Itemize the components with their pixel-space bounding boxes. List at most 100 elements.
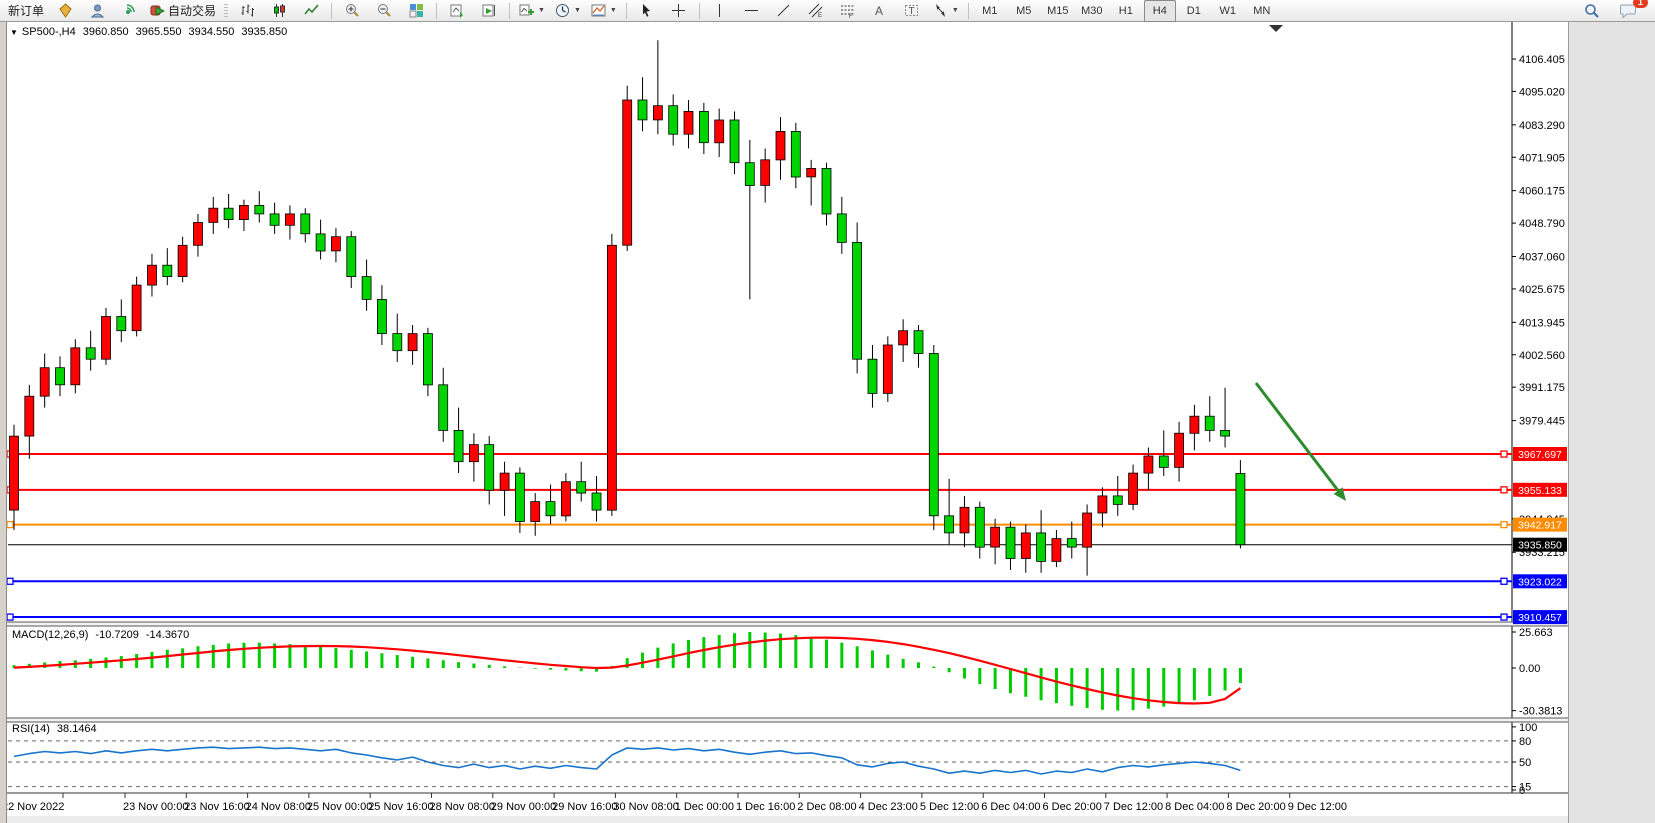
svg-text:T: T [909,6,915,17]
cursor-button[interactable] [632,0,662,22]
horizontal-line-button[interactable] [737,0,767,22]
arrows-button[interactable]: ▼ [929,0,963,22]
periods-button[interactable]: ▼ [551,0,585,22]
timeframe-M15[interactable]: M15 [1047,4,1069,17]
svg-text:4002.560: 4002.560 [1519,350,1565,362]
chart-canvas[interactable]: 4106.405 4095.020 4083.290 4071.905 4060.175… [0,22,1568,823]
gold-diamond-icon[interactable] [50,0,80,22]
chart-shift-button[interactable] [474,0,504,22]
toolbar-separator [698,2,700,19]
price-axis[interactable]: 4106.405 4095.020 4083.290 4071.905 4060.175… [1511,22,1565,793]
crosshair-button[interactable] [664,0,694,22]
toolbar: 新订单 自动交易 [0,0,1655,22]
new-order-button[interactable]: 新订单 [4,0,48,22]
panel-divider[interactable] [0,718,1568,722]
toolbar-grip [224,3,229,18]
svg-text:4095.020: 4095.020 [1519,86,1565,98]
fibonacci-button[interactable]: F [833,0,863,22]
svg-text:23 Nov 16:00: 23 Nov 16:00 [184,801,249,813]
svg-text:1 Dec 16:00: 1 Dec 16:00 [736,801,795,813]
svg-text:4106.405: 4106.405 [1519,54,1565,66]
svg-text:6 Dec 04:00: 6 Dec 04:00 [981,801,1040,813]
panel-divider[interactable] [0,622,1568,626]
svg-text:4037.060: 4037.060 [1519,251,1565,263]
svg-text:29 Nov 00:00: 29 Nov 00:00 [491,801,556,813]
rsi-label: RSI(14) 38.1464 [12,723,104,735]
auto-scroll-button[interactable] [442,0,472,22]
bar-chart-button[interactable] [232,0,262,22]
macd-name: MACD(12,26,9) [12,629,89,641]
timeframe-M5[interactable]: M5 [1016,4,1032,17]
svg-text:3910.457: 3910.457 [1518,612,1562,624]
svg-text:3967.697: 3967.697 [1518,449,1562,461]
quote-high: 3965.550 [135,26,182,38]
svg-text:4083.290: 4083.290 [1519,120,1565,132]
svg-text:24 Nov 08:00: 24 Nov 08:00 [246,801,311,813]
chart-svg[interactable]: 4106.405 4095.020 4083.290 4071.905 4060.175… [0,22,1568,823]
templates-button[interactable]: ▼ [587,0,621,22]
line-chart-button[interactable] [296,0,326,22]
autotrading-button[interactable]: 自动交易 [146,0,220,22]
chevron-down-icon: ▼ [573,7,581,14]
annotation-arrow[interactable] [1254,382,1346,501]
svg-text:4060.175: 4060.175 [1519,186,1565,198]
timeframe-M30[interactable]: M30 [1081,4,1103,17]
svg-text:-30.3813: -30.3813 [1519,706,1562,718]
symbol-dropdown-icon[interactable]: ▼ [10,28,18,37]
new-chart-button[interactable]: ▼ [515,0,549,22]
price-axis-badges: 3967.697 3955.133 3942.917 3935.850 3923.022… [1513,447,1567,625]
svg-text:3923.022: 3923.022 [1518,576,1562,588]
svg-text:3979.445: 3979.445 [1519,416,1565,428]
quote-line[interactable]: ▼ SP500-,H4 3960.850 3965.550 3934.550 3935.8… [10,26,294,38]
svg-text:80: 80 [1519,736,1531,748]
timeframe-MN[interactable]: MN [1253,4,1271,17]
candlestick-series [9,40,1246,576]
svg-text:8 Dec 04:00: 8 Dec 04:00 [1165,801,1224,813]
trendline-button[interactable] [769,0,799,22]
text-button[interactable]: A [865,0,895,22]
timeframe-H4[interactable]: H4 [1143,0,1176,22]
toolbar-separator [436,2,438,19]
timeframe-D1[interactable]: D1 [1186,4,1201,17]
toolbar-separator [509,2,511,19]
svg-text:9 Dec 12:00: 9 Dec 12:00 [1288,801,1347,813]
chart-shift-marker[interactable] [1269,25,1283,32]
candlestick-chart-button[interactable] [264,0,294,22]
chevron-down-icon: ▼ [538,7,545,14]
svg-text:0: 0 [1519,785,1525,797]
tile-windows-button[interactable] [401,0,431,22]
zoom-out-button[interactable] [369,0,399,22]
toolbar-separator [625,2,627,19]
search-icon[interactable] [1577,0,1607,22]
toolbar-separator [967,2,969,19]
autotrading-label: 自动交易 [168,4,217,18]
svg-text:1 Dec 00:00: 1 Dec 00:00 [675,801,734,813]
timeframe-M1[interactable]: M1 [982,4,998,17]
rsi-value: 38.1464 [56,723,97,735]
zoom-in-button[interactable] [337,0,367,22]
vertical-line-button[interactable] [705,0,735,22]
equidistant-channel-button[interactable]: E [801,0,831,22]
new-order-label: 新订单 [8,4,45,18]
svg-text:3935.850: 3935.850 [1518,540,1562,552]
text-label-button[interactable]: T [897,0,927,22]
svg-text:E: E [818,13,822,18]
chat-button[interactable]: 1 [1613,0,1648,22]
timeframe-W1[interactable]: W1 [1219,4,1237,17]
timeframe-H1[interactable]: H1 [1118,4,1133,17]
profile-icon[interactable] [82,0,112,22]
svg-text:25 Nov 00:00: 25 Nov 00:00 [307,801,372,813]
signals-icon[interactable] [114,0,144,22]
window-bottom-edge [0,816,1568,823]
price-level-lines[interactable] [6,450,1512,621]
svg-text:4071.905: 4071.905 [1519,152,1565,164]
svg-text:7 Dec 12:00: 7 Dec 12:00 [1104,801,1163,813]
chevron-down-icon: ▼ [951,7,959,14]
svg-text:3991.175: 3991.175 [1519,382,1565,394]
svg-text:4 Dec 23:00: 4 Dec 23:00 [859,801,918,813]
svg-text:25.663: 25.663 [1519,627,1553,639]
quote-open: 3960.850 [82,26,129,38]
svg-text:30 Nov 08:00: 30 Nov 08:00 [613,801,678,813]
